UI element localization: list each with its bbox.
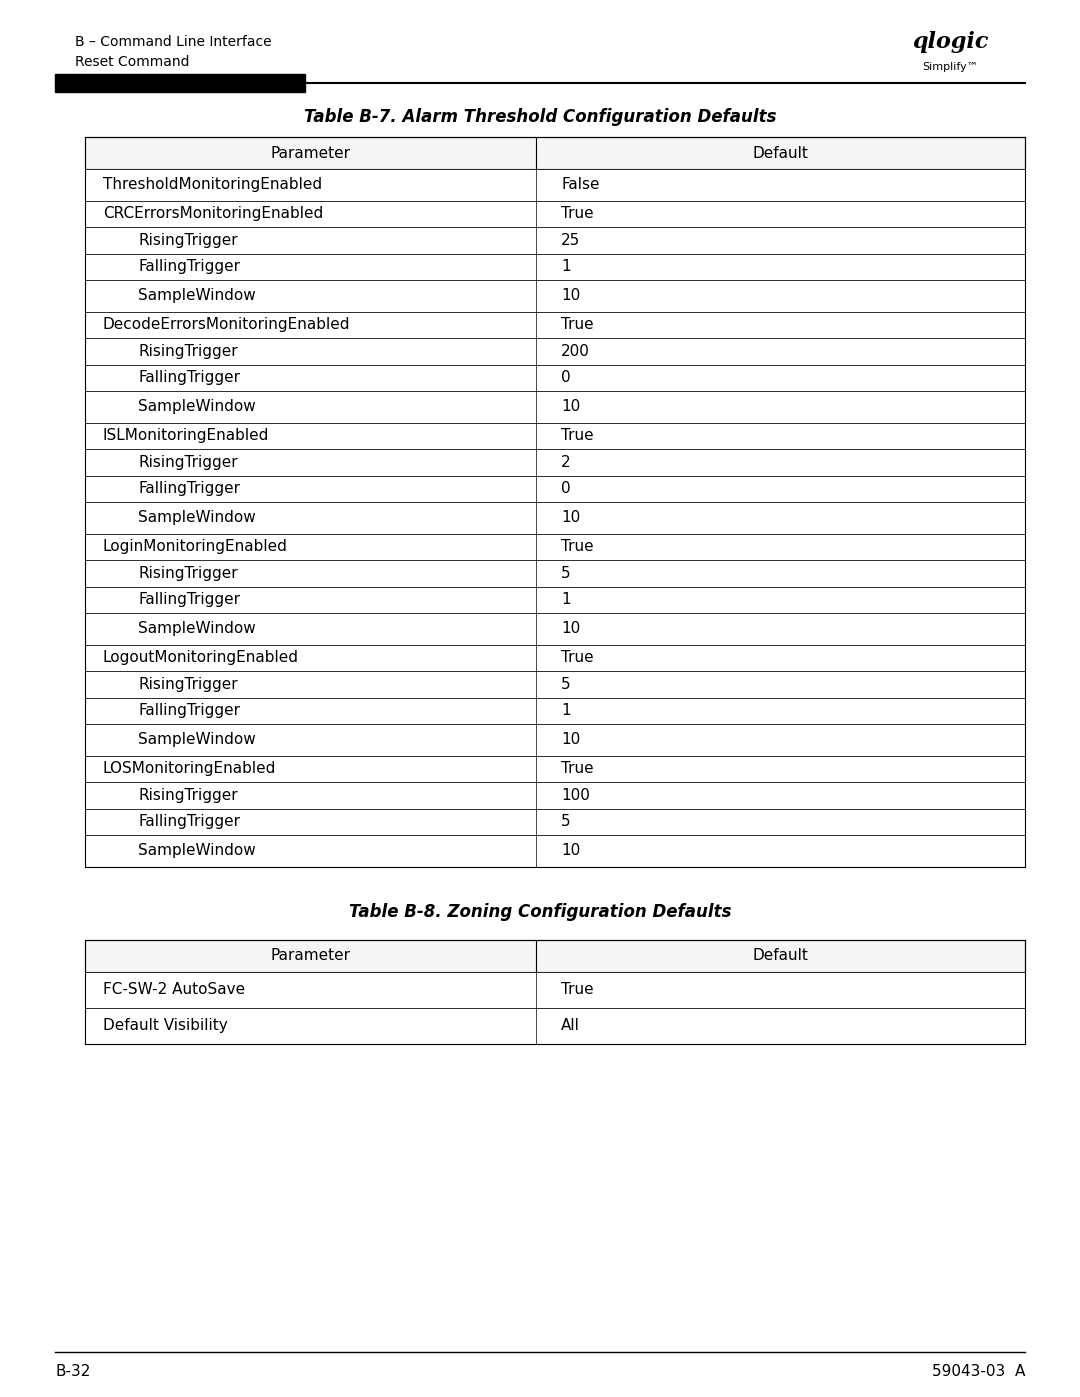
Bar [85,756,1025,782]
Text: Parameter: Parameter [271,949,351,963]
Text: Parameter: Parameter [271,145,351,161]
Text: RisingTrigger: RisingTrigger [138,676,238,692]
Bar [85,560,1025,587]
Text: 10: 10 [562,622,580,636]
Text: SampleWindow: SampleWindow [138,400,256,415]
Bar [85,835,1025,866]
Text: 200: 200 [562,344,590,359]
Text: 25: 25 [562,233,580,247]
Text: 0: 0 [562,481,571,496]
Text: 10: 10 [562,844,580,858]
Bar [85,534,1025,560]
Bar [85,613,1025,644]
Text: Default: Default [753,145,809,161]
Text: FallingTrigger: FallingTrigger [138,703,240,718]
Text: FallingTrigger: FallingTrigger [138,481,240,496]
Text: FallingTrigger: FallingTrigger [138,260,240,274]
Text: DecodeErrorsMonitoringEnabled: DecodeErrorsMonitoringEnabled [103,317,351,332]
Text: 100: 100 [562,788,590,803]
Text: True: True [562,207,594,221]
Text: Table B-7. Alarm Threshold Configuration Defaults: Table B-7. Alarm Threshold Configuration… [303,108,777,126]
Bar [85,338,1025,365]
Bar [85,782,1025,809]
Text: True: True [562,317,594,332]
Bar [85,644,1025,671]
Text: True: True [562,982,594,997]
Bar [85,226,1025,253]
Text: FC-SW-2 AutoSave: FC-SW-2 AutoSave [103,982,245,997]
Text: B – Command Line Interface: B – Command Line Interface [75,35,272,49]
Text: False: False [562,177,599,193]
Bar [85,448,1025,475]
Text: SampleWindow: SampleWindow [138,844,256,858]
Text: Table B-8. Zoning Configuration Defaults: Table B-8. Zoning Configuration Defaults [349,902,731,921]
Text: FallingTrigger: FallingTrigger [138,370,240,386]
Text: LogoutMonitoringEnabled: LogoutMonitoringEnabled [103,650,299,665]
Text: LOSMonitoringEnabled: LOSMonitoringEnabled [103,761,276,777]
Bar [85,724,1025,756]
Bar [85,809,1025,835]
Text: RisingTrigger: RisingTrigger [138,566,238,581]
Bar [85,502,1025,534]
Bar [85,201,1025,226]
Bar [85,365,1025,391]
Text: 1: 1 [562,592,571,608]
Bar [85,279,1025,312]
Text: 1: 1 [562,703,571,718]
Bar [85,137,1025,169]
Text: ThresholdMonitoringEnabled: ThresholdMonitoringEnabled [103,177,322,193]
Text: FallingTrigger: FallingTrigger [138,814,240,830]
Bar [85,971,1025,1007]
Text: True: True [562,429,594,443]
Bar [85,671,1025,697]
Bar [85,475,1025,502]
Text: 10: 10 [562,732,580,747]
Text: 59043-03  A: 59043-03 A [932,1365,1025,1379]
Text: 10: 10 [562,400,580,415]
Text: 5: 5 [562,814,571,830]
Text: 5: 5 [562,566,571,581]
Bar [85,422,1025,448]
Bar [85,1007,1025,1044]
Text: qlogic: qlogic [912,31,988,53]
Text: B-32: B-32 [55,1365,91,1379]
Text: True: True [562,650,594,665]
Text: 10: 10 [562,288,580,303]
Bar [85,391,1025,422]
Bar [85,169,1025,201]
Text: FallingTrigger: FallingTrigger [138,592,240,608]
Text: All: All [562,1018,580,1032]
Bar [85,697,1025,724]
Text: 0: 0 [562,370,571,386]
Text: SampleWindow: SampleWindow [138,622,256,636]
Text: 2: 2 [562,455,571,469]
Text: True: True [562,539,594,555]
Text: RisingTrigger: RisingTrigger [138,233,238,247]
Text: ISLMonitoringEnabled: ISLMonitoringEnabled [103,429,269,443]
Text: CRCErrorsMonitoringEnabled: CRCErrorsMonitoringEnabled [103,207,323,221]
Text: Default Visibility: Default Visibility [103,1018,228,1032]
Bar [55,74,305,92]
Bar [85,253,1025,279]
Text: RisingTrigger: RisingTrigger [138,788,238,803]
Text: RisingTrigger: RisingTrigger [138,455,238,469]
Text: Reset Command: Reset Command [75,54,189,68]
Bar [85,312,1025,338]
Text: SampleWindow: SampleWindow [138,288,256,303]
Bar [85,587,1025,613]
Text: 5: 5 [562,676,571,692]
Text: SampleWindow: SampleWindow [138,732,256,747]
Text: 1: 1 [562,260,571,274]
Text: Default: Default [753,949,809,963]
Bar [85,940,1025,971]
Text: True: True [562,761,594,777]
Text: SampleWindow: SampleWindow [138,510,256,525]
Text: Simplify™: Simplify™ [922,61,977,73]
Text: 10: 10 [562,510,580,525]
Text: RisingTrigger: RisingTrigger [138,344,238,359]
Text: LoginMonitoringEnabled: LoginMonitoringEnabled [103,539,288,555]
